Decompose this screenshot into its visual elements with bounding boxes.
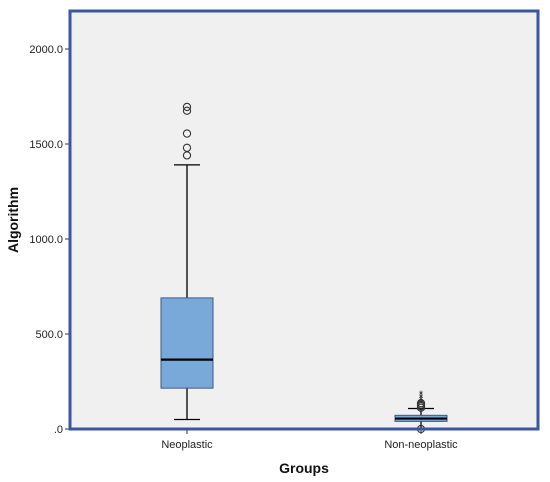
y-axis-title: Algorithm [5,187,21,253]
outlier-point [182,106,192,115]
boxes-group: **** [160,102,448,434]
y-tick-label: 500.0 [35,329,63,341]
extreme-point: * [419,389,424,401]
box-neoplastic [160,102,214,421]
extreme-point: * [419,392,424,404]
plot-area [70,11,538,429]
outlier-point [182,129,192,138]
y-tick-label: 2000.0 [29,44,63,56]
x-axis: Neoplastic Non-neoplastic [161,429,458,451]
plot-border [68,9,540,431]
y-axis: .0 500.0 1000.0 1500.0 2000.0 [29,44,70,436]
y-tick-label: 1500.0 [29,139,63,151]
extreme-point: * [419,397,424,409]
y-tick-label: 1000.0 [29,234,63,246]
x-tick-label: Neoplastic [161,439,213,451]
x-tick-label: Non-neoplastic [384,439,458,451]
x-axis-title: Groups [279,460,329,476]
outlier-point [182,102,192,112]
extreme-point: * [419,395,424,407]
iqr-box [160,297,214,389]
outlier-point [416,399,426,408]
outlier-point [182,143,192,152]
y-tick-label: .0 [54,424,63,436]
